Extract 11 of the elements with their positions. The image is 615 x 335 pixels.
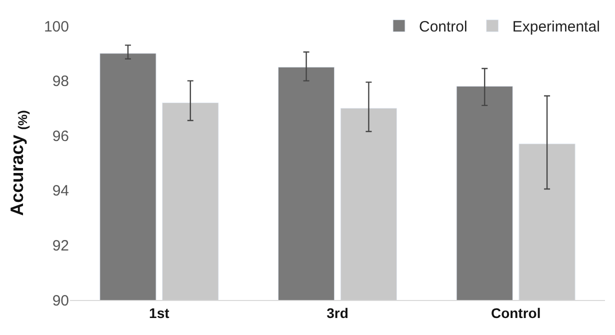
y-tick-label: 96 [52,128,69,145]
y-tick-label: 92 [52,237,69,254]
y-tick-label: 90 [52,292,69,310]
y-tick-label: 100 [44,18,69,36]
y-tick-label: 94 [52,182,69,200]
y-tick-label: 98 [52,73,69,90]
x-tick-label: 3rd [326,304,348,321]
legend-label: Control [419,18,468,36]
legend-label: Experimental [512,18,600,36]
x-tick-label: Control [490,304,541,321]
x-tick-label: 1st [149,304,170,321]
